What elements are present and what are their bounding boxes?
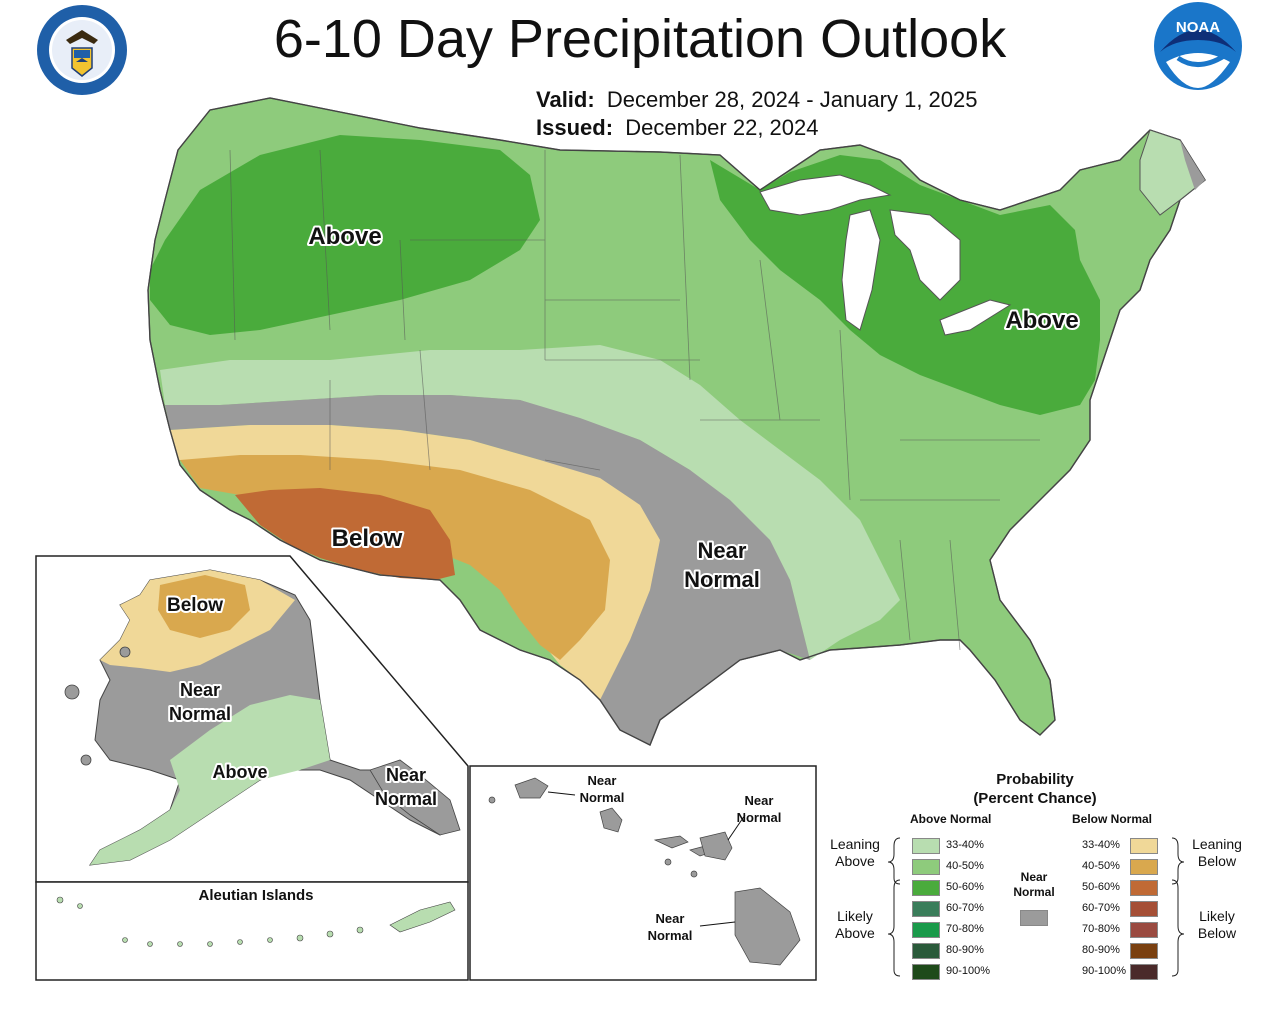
probability-legend: Probability (Percent Chance) Above Norma… xyxy=(820,766,1260,1006)
label-above-west: Above xyxy=(308,223,381,250)
legend-leaning-above-2: Above xyxy=(835,853,875,869)
alaska-below-core xyxy=(158,575,250,638)
legend-title-line2: (Percent Chance) xyxy=(973,790,1097,807)
alaska-se-label-near-2: Normal xyxy=(375,789,437,809)
hawaii-label-near-2a: Near xyxy=(745,793,774,808)
legend-likely-above-2: Above xyxy=(835,925,875,941)
valid-label: Valid: xyxy=(536,87,595,112)
legend-braces xyxy=(887,837,1185,977)
valid-value: December 28, 2024 - January 1, 2025 xyxy=(606,87,978,112)
legend-above-label-1: 40-50% xyxy=(946,860,984,872)
alaska-se-label-near-1: Near xyxy=(386,765,426,785)
aleutian-islands xyxy=(56,896,456,947)
legend-below-swatch-6 xyxy=(1130,964,1158,980)
legend-below-swatch-2 xyxy=(1130,880,1158,896)
alaska-se-islands xyxy=(64,646,461,836)
legend-below-swatch-3 xyxy=(1130,901,1158,917)
label-near-normal-1: Near xyxy=(698,538,747,563)
map-title: 6-10 Day Precipitation Outlook xyxy=(273,9,1007,69)
legend-leaning-below-1: Leaning xyxy=(1192,836,1242,852)
legend-below-swatch-0 xyxy=(1130,838,1158,854)
legend-above-swatch-3 xyxy=(912,901,940,917)
legend-leaning-below-2: Below xyxy=(1197,853,1237,869)
legend-near-1: Near xyxy=(1020,870,1048,884)
legend-above-label-2: 50-60% xyxy=(946,881,984,893)
alaska-label-below: Below xyxy=(167,595,223,616)
legend-below-header: Below Normal xyxy=(1072,812,1153,826)
valid-dates: Valid: December 28, 2024 - January 1, 20… xyxy=(536,86,977,142)
legend-above-swatch-2 xyxy=(912,880,940,896)
legend-near-normal-swatch xyxy=(1020,910,1048,926)
label-near-normal-2: Normal xyxy=(684,567,760,592)
legend-above-label-5: 80-90% xyxy=(946,944,984,956)
near-normal-band xyxy=(165,395,810,745)
svg-text:NOAA: NOAA xyxy=(1176,19,1220,36)
legend-above-label-3: 60-70% xyxy=(946,902,984,914)
aleutian-title: Aleutian Islands xyxy=(198,887,313,904)
legend-above-label-0: 33-40% xyxy=(946,839,984,851)
legend-likely-below-1: Likely xyxy=(1199,908,1235,924)
legend-likely-above-1: Likely xyxy=(837,908,873,924)
alaska-label-near-1: Near xyxy=(180,680,220,700)
hawaii-label-near-2b: Normal xyxy=(737,810,782,825)
legend-above-label-6: 90-100% xyxy=(946,965,991,977)
east-above-region xyxy=(710,155,1100,415)
legend-below-label-1: 40-50% xyxy=(1082,860,1120,872)
aleutian-inset-frame xyxy=(35,881,469,981)
legend-below-label-0: 33-40% xyxy=(1082,839,1120,851)
legend-near-2: Normal xyxy=(1013,885,1055,899)
legend-likely-above: Likely Above xyxy=(820,908,890,942)
legend-below-swatch-1 xyxy=(1130,859,1158,875)
legend-below-label-6: 90-100% xyxy=(1082,965,1127,977)
legend-above-swatch-0 xyxy=(912,838,940,854)
legend-above-swatch-1 xyxy=(912,859,940,875)
below-50-core xyxy=(235,488,455,580)
legend-below-label-5: 80-90% xyxy=(1082,944,1120,956)
legend-below-swatch-5 xyxy=(1130,943,1158,959)
nw-above-region xyxy=(150,135,540,335)
issued-label: Issued: xyxy=(536,115,614,140)
label-below: Below xyxy=(332,525,403,552)
legend-near-normal-label: Near Normal xyxy=(1012,870,1056,900)
label-above-east: Above xyxy=(1005,307,1078,334)
legend-above-swatch-4 xyxy=(912,922,940,938)
legend-below-label-4: 70-80% xyxy=(1082,923,1120,935)
hawaii-label-near-3b: Normal xyxy=(648,928,693,943)
hawaii-label-near-1a: Near xyxy=(588,773,617,788)
hawaii-label-near-1b: Normal xyxy=(580,790,625,805)
legend-below-label-2: 50-60% xyxy=(1082,881,1120,893)
hawaii-label-near-3a: Near xyxy=(656,911,685,926)
hawaii-islands xyxy=(488,777,801,966)
issued-value: December 22, 2024 xyxy=(625,115,819,140)
legend-above-header: Above Normal xyxy=(910,812,992,826)
alaska-label-above: Above xyxy=(212,762,267,782)
alaska-above-band xyxy=(90,695,330,865)
legend-above-label-4: 70-80% xyxy=(946,923,984,935)
legend-above-swatch-6 xyxy=(912,964,940,980)
legend-below-swatch-4 xyxy=(1130,922,1158,938)
alaska-label-near-2: Normal xyxy=(169,704,231,724)
noaa-logo: NOAA xyxy=(1154,2,1242,90)
legend-below-label-3: 60-70% xyxy=(1082,902,1120,914)
below-40-band xyxy=(180,455,610,660)
leaning-above-band xyxy=(160,345,900,660)
department-of-commerce-seal xyxy=(37,5,127,95)
state-lines xyxy=(229,149,1040,651)
legend-above-swatch-5 xyxy=(912,943,940,959)
legend-title: Probability (Percent Chance) xyxy=(820,770,1250,808)
legend-likely-below: Likely Below xyxy=(1182,908,1252,942)
legend-leaning-above-1: Leaning xyxy=(830,836,880,852)
legend-likely-below-2: Below xyxy=(1197,925,1237,941)
hawaii-leader-lines xyxy=(547,791,746,927)
legend-leaning-above: Leaning Above xyxy=(820,836,890,870)
legend-title-line1: Probability xyxy=(996,771,1074,788)
legend-leaning-below: Leaning Below xyxy=(1182,836,1252,870)
